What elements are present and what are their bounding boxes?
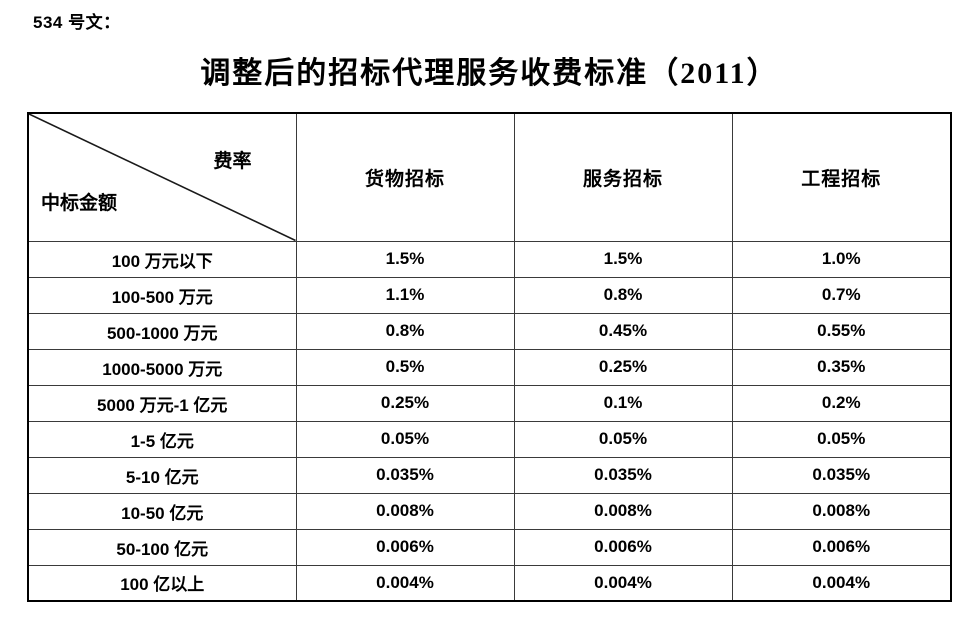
service-rate-cell: 0.05% xyxy=(513,420,733,458)
service-rate-cell: 0.25% xyxy=(513,348,733,386)
table-row: 100 亿以上 0.004% 0.004% 0.004% xyxy=(27,564,952,602)
amount-cell: 100-500 万元 xyxy=(27,276,297,314)
engineering-rate-cell: 0.2% xyxy=(731,384,952,422)
column-header-service: 服务招标 xyxy=(513,112,733,242)
service-rate-cell: 0.035% xyxy=(513,456,733,494)
corner-label-amount: 中标金额 xyxy=(41,192,118,214)
engineering-rate-cell: 0.006% xyxy=(731,528,952,566)
goods-rate-cell: 0.25% xyxy=(295,384,515,422)
goods-rate-cell: 0.008% xyxy=(295,492,515,530)
column-header-engineering: 工程招标 xyxy=(731,112,952,242)
table-row: 1-5 亿元 0.05% 0.05% 0.05% xyxy=(27,420,952,458)
goods-rate-cell: 0.035% xyxy=(295,456,515,494)
engineering-rate-cell: 1.0% xyxy=(731,240,952,278)
service-rate-cell: 0.006% xyxy=(513,528,733,566)
engineering-rate-cell: 0.004% xyxy=(731,564,952,602)
service-rate-cell: 0.8% xyxy=(513,276,733,314)
header-row: 费率 中标金额 货物招标 服务招标 工程招标 xyxy=(27,112,952,242)
service-rate-cell: 0.008% xyxy=(513,492,733,530)
amount-cell: 5000 万元-1 亿元 xyxy=(27,384,297,422)
goods-rate-cell: 1.1% xyxy=(295,276,515,314)
goods-rate-cell: 0.5% xyxy=(295,348,515,386)
engineering-rate-cell: 0.35% xyxy=(731,348,952,386)
table-row: 500-1000 万元 0.8% 0.45% 0.55% xyxy=(27,312,952,350)
page-title: 调整后的招标代理服务收费标准（2011） xyxy=(200,57,779,90)
service-rate-cell: 0.1% xyxy=(513,384,733,422)
table-row: 10-50 亿元 0.008% 0.008% 0.008% xyxy=(27,492,952,530)
engineering-rate-cell: 0.05% xyxy=(731,420,952,458)
amount-cell: 10-50 亿元 xyxy=(27,492,297,530)
doc-number-label: 534 号文： xyxy=(33,13,121,32)
engineering-rate-cell: 0.008% xyxy=(731,492,952,530)
table-row: 50-100 亿元 0.006% 0.006% 0.006% xyxy=(27,528,952,566)
corner-header-cell: 费率 中标金额 xyxy=(27,112,297,242)
service-rate-cell: 0.45% xyxy=(513,312,733,350)
service-rate-cell: 1.5% xyxy=(513,240,733,278)
amount-cell: 1000-5000 万元 xyxy=(27,348,297,386)
table-row: 100 万元以下 1.5% 1.5% 1.0% xyxy=(27,240,952,278)
amount-cell: 100 亿以上 xyxy=(27,564,297,602)
amount-cell: 500-1000 万元 xyxy=(27,312,297,350)
goods-rate-cell: 0.006% xyxy=(295,528,515,566)
table-row: 100-500 万元 1.1% 0.8% 0.7% xyxy=(27,276,952,314)
table-row: 1000-5000 万元 0.5% 0.25% 0.35% xyxy=(27,348,952,386)
amount-cell: 100 万元以下 xyxy=(27,240,297,278)
table-row: 5000 万元-1 亿元 0.25% 0.1% 0.2% xyxy=(27,384,952,422)
corner-label-rate: 费率 xyxy=(213,151,252,172)
amount-cell: 1-5 亿元 xyxy=(27,420,297,458)
goods-rate-cell: 0.8% xyxy=(295,312,515,350)
column-header-goods: 货物招标 xyxy=(295,112,515,242)
table-row: 5-10 亿元 0.035% 0.035% 0.035% xyxy=(27,456,952,494)
goods-rate-cell: 0.004% xyxy=(295,564,515,602)
diagonal-divider-line xyxy=(29,114,296,241)
amount-cell: 5-10 亿元 xyxy=(27,456,297,494)
engineering-rate-cell: 0.55% xyxy=(731,312,952,350)
engineering-rate-cell: 0.7% xyxy=(731,276,952,314)
goods-rate-cell: 1.5% xyxy=(295,240,515,278)
goods-rate-cell: 0.05% xyxy=(295,420,515,458)
engineering-rate-cell: 0.035% xyxy=(731,456,952,494)
fee-rate-table: 费率 中标金额 货物招标 服务招标 工程招标 100 万元以下 1.5% 1.5… xyxy=(27,112,952,602)
amount-cell: 50-100 亿元 xyxy=(27,528,297,566)
service-rate-cell: 0.004% xyxy=(513,564,733,602)
